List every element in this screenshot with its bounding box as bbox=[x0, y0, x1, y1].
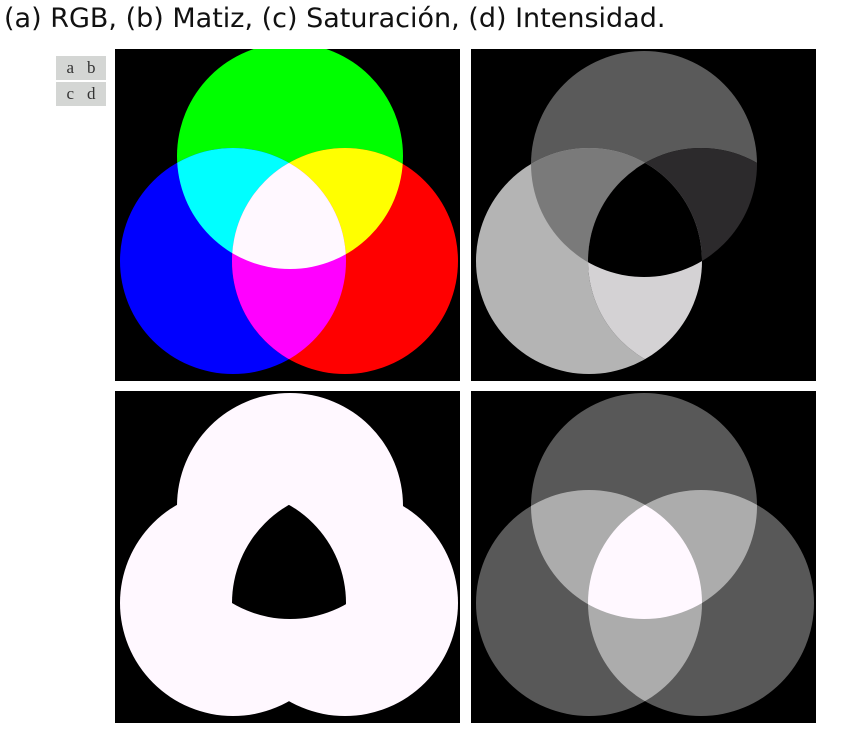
legend-label-a: a bbox=[66, 58, 75, 77]
panel-hue bbox=[471, 49, 816, 381]
panel-rgb bbox=[115, 49, 460, 381]
panel-saturation bbox=[115, 391, 460, 723]
intensity-diagram bbox=[471, 391, 816, 723]
hue-diagram bbox=[471, 49, 816, 381]
legend-row-bottom: c d bbox=[56, 82, 106, 106]
panel-legend: a b c d bbox=[56, 56, 106, 106]
rgb-diagram bbox=[115, 49, 460, 381]
panel-intensity bbox=[471, 391, 816, 723]
legend-row-top: a b bbox=[56, 56, 106, 80]
legend-label-b: b bbox=[87, 58, 96, 77]
center-region bbox=[588, 148, 702, 277]
legend-label-c: c bbox=[66, 84, 75, 103]
figure-caption: (a) RGB, (b) Matiz, (c) Saturación, (d) … bbox=[4, 3, 666, 34]
center-region bbox=[588, 490, 702, 619]
legend-label-d: d bbox=[87, 84, 96, 103]
center-region bbox=[232, 490, 346, 619]
saturation-diagram bbox=[115, 391, 460, 723]
